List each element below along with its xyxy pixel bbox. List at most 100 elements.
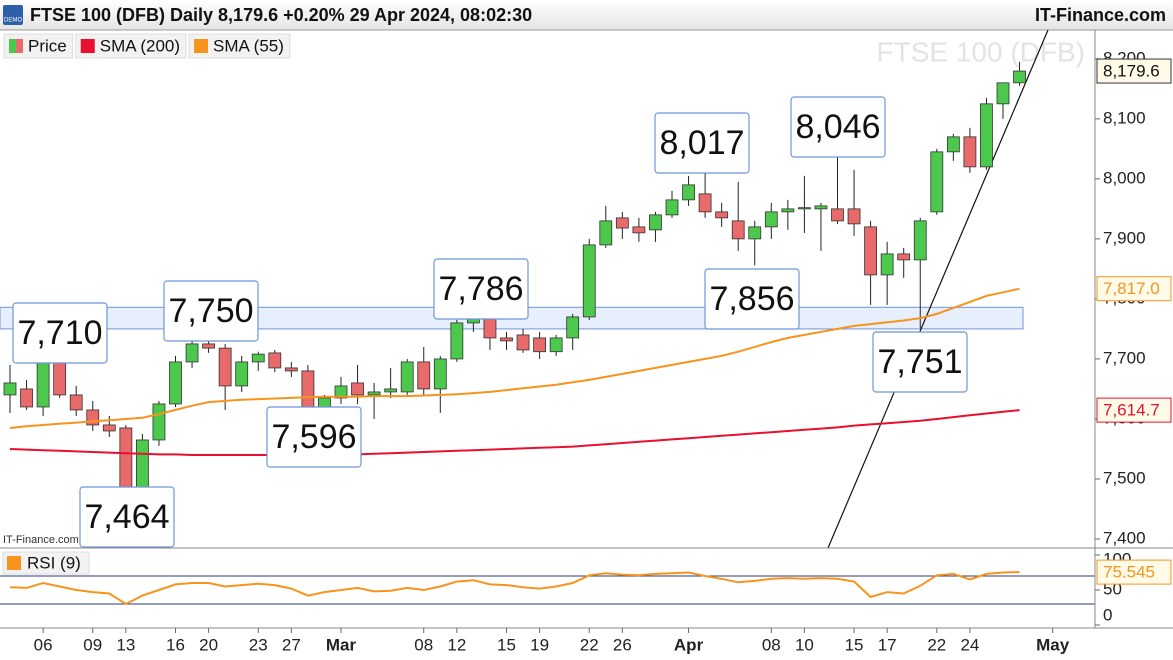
y-tick-label: 8,100 — [1103, 108, 1146, 127]
annotation-label: 7,710 — [17, 314, 102, 352]
x-tick-label: 15 — [845, 635, 864, 654]
candle-body — [3, 382, 17, 396]
x-tick-label: Mar — [326, 635, 357, 654]
legend-swatch — [194, 39, 209, 53]
annotation-label: 7,856 — [709, 280, 794, 318]
candle-body — [946, 136, 960, 153]
candle-body — [930, 151, 944, 213]
candle-body — [417, 361, 431, 390]
last-value-label: 8,179.6 — [1103, 62, 1160, 81]
candle-body — [102, 424, 116, 432]
legend-swatch — [7, 556, 21, 570]
candle-body — [53, 361, 67, 396]
candle-body — [516, 334, 530, 351]
candle-body — [731, 220, 745, 240]
x-tick-label: 12 — [447, 635, 466, 654]
x-tick-label: 08 — [414, 635, 433, 654]
x-tick-label: May — [1036, 635, 1070, 654]
annotation-box — [704, 268, 800, 330]
candle-body — [235, 361, 249, 387]
annotation-box — [433, 258, 529, 320]
candle-body — [334, 385, 348, 399]
candle-body — [566, 316, 580, 339]
candle-body — [533, 337, 546, 353]
candle-body — [781, 208, 795, 213]
candle-body — [913, 220, 927, 261]
candle-body — [202, 343, 216, 349]
header-brand: IT-Finance.com — [1035, 5, 1166, 25]
candle-body — [1013, 70, 1026, 84]
candle-body — [20, 388, 33, 408]
annotation-label: 7,786 — [438, 270, 523, 308]
last-value-label: 75.545 — [1103, 563, 1155, 582]
x-tick-label: 22 — [580, 635, 599, 654]
candle-body — [847, 208, 861, 225]
candle-body — [980, 103, 993, 168]
candle-body — [367, 391, 381, 396]
annotation-box — [12, 302, 108, 364]
candle-body — [632, 226, 646, 234]
candle-body — [251, 353, 265, 363]
candle-body — [682, 184, 695, 201]
y-tick-label: 7,400 — [1103, 528, 1146, 547]
y-tick-label: 7,500 — [1103, 468, 1146, 487]
last-value-box — [1096, 397, 1172, 423]
candle-body — [36, 361, 50, 408]
last-value-box — [1096, 58, 1172, 84]
candle-body — [185, 343, 199, 363]
candle-body — [169, 361, 182, 405]
annotation-label: 8,046 — [795, 108, 880, 146]
candle-body — [135, 439, 149, 489]
annotation-label: 7,750 — [168, 292, 253, 330]
demo-badge — [3, 5, 23, 25]
candle-body — [582, 244, 596, 318]
legend-swatch — [16, 39, 23, 53]
x-tick-label: 17 — [878, 635, 897, 654]
candle-body — [119, 427, 133, 489]
legend-label: SMA (200) — [100, 36, 180, 55]
candle-body — [748, 226, 762, 240]
x-tick-label: Apr — [674, 635, 704, 654]
candle-body — [864, 226, 877, 276]
x-tick-label: 09 — [83, 635, 102, 654]
candle-body — [897, 253, 911, 261]
last-value-label: 7,614.7 — [1103, 401, 1160, 420]
watermark: FTSE 100 (DFB) — [877, 36, 1085, 67]
candle-body — [698, 193, 712, 213]
candle-body — [649, 214, 662, 231]
x-tick-label: 20 — [199, 635, 218, 654]
rsi-pane: RSI (9) — [0, 551, 1095, 606]
x-tick-label: 10 — [795, 635, 814, 654]
candle-body — [450, 322, 464, 360]
candle-body — [218, 347, 232, 387]
x-tick-label: 23 — [249, 635, 268, 654]
annotation-label: 7,751 — [877, 343, 962, 381]
x-tick-label: 24 — [960, 635, 979, 654]
y-tick-label: 0 — [1103, 605, 1112, 624]
candle-body — [284, 367, 298, 372]
legend-item-bg — [2, 551, 90, 575]
legend: Price SMA (200) SMA (55) — [3, 33, 291, 59]
candle-body — [384, 388, 398, 393]
x-tick-label: 26 — [613, 635, 632, 654]
candle-body — [715, 211, 729, 219]
x-tick-label: 06 — [34, 635, 53, 654]
annotation-box — [790, 96, 886, 158]
x-tick-label: 19 — [530, 635, 549, 654]
candle-body — [400, 361, 414, 393]
header-bar — [0, 0, 1173, 30]
candle-body — [69, 394, 83, 411]
legend-swatch — [80, 39, 95, 53]
y-tick-label: 7,900 — [1103, 228, 1146, 247]
candle-body — [268, 352, 282, 369]
axes: 7,4007,5007,6007,7007,8007,9008,0008,100… — [0, 30, 1173, 654]
legend-label: Price — [28, 36, 67, 55]
line-series — [9, 571, 1020, 606]
annotation-label: 8,017 — [659, 124, 744, 162]
annotation-box — [872, 331, 968, 393]
y-tick-label: 8,000 — [1103, 168, 1146, 187]
last-value-label: 7,817.0 — [1103, 279, 1160, 298]
candle-body — [996, 82, 1010, 105]
x-tick-label: 08 — [762, 635, 781, 654]
candle-body — [599, 220, 613, 246]
